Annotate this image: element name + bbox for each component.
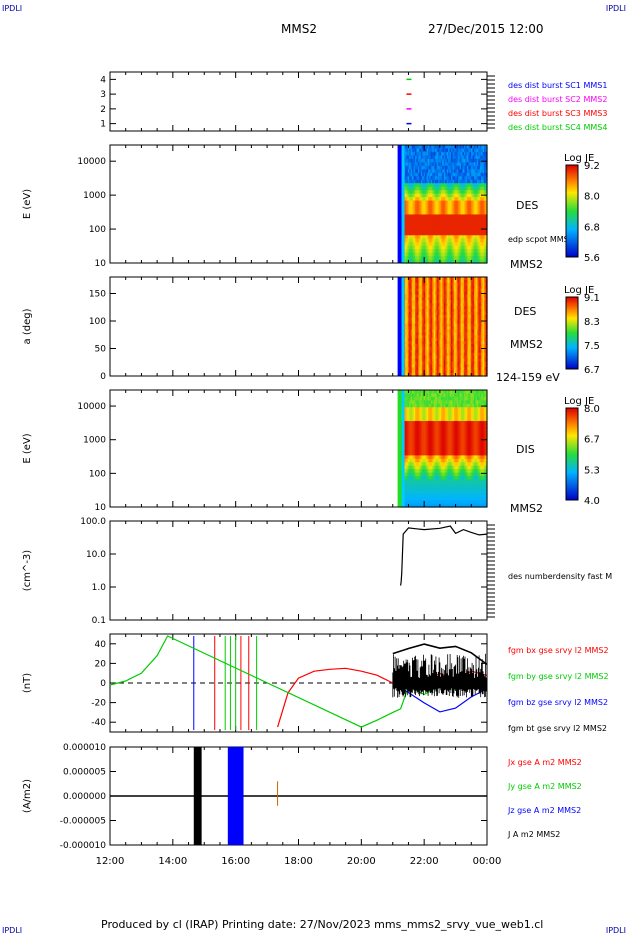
des-energy-y-title: E (eV) [22, 189, 33, 219]
des-energy-y-label: 100 [89, 225, 106, 235]
colorbar [566, 165, 578, 257]
colorbar-tick-label: 8.0 [584, 192, 600, 203]
spectrogram-edge [398, 277, 402, 376]
availability-legend-entry: des dist burst SC3 MMS3 [508, 109, 607, 118]
colorbar-tick-label: 5.6 [584, 253, 600, 264]
spectrogram-edge [402, 145, 405, 263]
des-energy-scpot-label: edp scpot MMS2 [508, 235, 574, 244]
pitch-angle-y-label: 150 [89, 290, 106, 300]
availability-legend-entry: des dist burst SC4 MMS4 [508, 123, 607, 132]
availability-y-label: 2 [100, 105, 106, 115]
des-energy-y-label: 10 [95, 259, 107, 269]
pitch-angle-y-label: 50 [95, 345, 107, 355]
colorbar-tick-label: 7.5 [584, 341, 600, 352]
pitch-angle-sc-label: MMS2 [510, 338, 543, 351]
pitch-angle-y-title: a (deg) [22, 308, 33, 344]
colorbar-tick-label: 6.7 [584, 365, 600, 376]
availability-legend-entry: des dist burst SC1 MMS1 [508, 81, 607, 90]
colorbar-tick-label: 6.8 [584, 222, 600, 233]
des-energy-sc-label: MMS2 [510, 258, 543, 271]
colorbar-tick-label: 8.3 [584, 317, 600, 328]
availability-legend-entry: des dist burst SC2 MMS2 [508, 95, 607, 104]
availability-y-label: 4 [100, 75, 106, 85]
spectrogram-edge [398, 145, 402, 263]
availability-y-label: 1 [100, 120, 106, 130]
availability-y-label: 3 [100, 90, 106, 100]
colorbar-tick-label: 9.2 [584, 161, 600, 172]
pitch-angle-y-label: 100 [89, 317, 106, 327]
pitch-angle-y-label: 0 [100, 372, 106, 382]
des-energy-instrument-label: DES [516, 199, 538, 212]
panel-availability-frame [110, 72, 487, 131]
des-energy-y-label: 1000 [83, 191, 106, 201]
colorbar [566, 297, 578, 369]
colorbar-tick-label: 9.1 [584, 293, 600, 304]
spectrogram-edge [402, 277, 405, 376]
pitch-angle-energy-range: 124-159 eV [496, 371, 560, 384]
des-energy-y-label: 10000 [77, 157, 106, 167]
pitch-angle-instrument-label: DES [514, 305, 536, 318]
